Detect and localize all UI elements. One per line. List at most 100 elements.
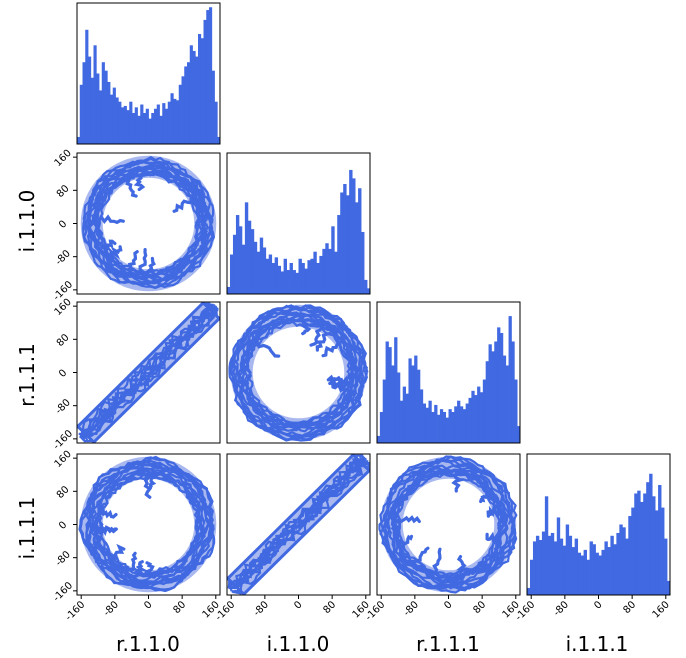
scatter-panel xyxy=(378,455,518,594)
histogram-bar xyxy=(634,493,638,595)
contour-line xyxy=(227,455,363,592)
histogram-bar xyxy=(402,386,406,443)
histogram-bar xyxy=(529,559,534,595)
histogram-bar xyxy=(457,400,461,443)
histogram-bar xyxy=(88,56,92,144)
histogram-bar xyxy=(209,7,213,145)
histogram-bar xyxy=(408,358,412,443)
histogram-bar xyxy=(79,84,83,144)
axes-frame xyxy=(226,152,371,295)
histogram-bar xyxy=(304,268,308,294)
histogram-bar xyxy=(649,473,653,595)
histogram-bar xyxy=(289,262,293,294)
histogram-bar xyxy=(637,490,641,595)
x-tick-label: -80 xyxy=(102,599,121,618)
histogram-bar xyxy=(187,62,191,144)
histogram-bar xyxy=(295,272,299,294)
histogram-bar xyxy=(511,341,515,443)
histogram-bar xyxy=(310,258,314,294)
histogram-bar xyxy=(616,532,620,595)
contour-line xyxy=(96,524,117,537)
x-axis-label: r.1.1.1 xyxy=(416,632,480,656)
y-tick-label: 80 xyxy=(55,183,72,200)
contour-line xyxy=(256,341,281,358)
contour-line xyxy=(232,461,369,594)
contour-line xyxy=(134,560,146,575)
histogram-bar xyxy=(358,188,362,294)
contour-line xyxy=(85,459,215,587)
histogram-bar xyxy=(595,552,599,595)
histogram-bar xyxy=(195,56,199,144)
histogram-bar xyxy=(474,395,478,443)
x-axis-label: i.1.1.0 xyxy=(267,632,330,656)
histogram-bar xyxy=(241,244,246,294)
contour-line xyxy=(108,245,123,260)
histogram-bar xyxy=(667,580,671,595)
histogram-bar xyxy=(250,229,255,294)
histogram-bar xyxy=(547,535,552,595)
contour-line xyxy=(455,555,468,573)
histogram-bar xyxy=(583,549,587,595)
histogram-bar xyxy=(112,87,116,144)
histogram-bar xyxy=(437,414,441,443)
histogram-bar xyxy=(227,286,231,294)
contour-line xyxy=(82,155,216,289)
histogram-bar xyxy=(607,547,611,595)
contour-line xyxy=(92,167,206,276)
contour-line xyxy=(332,377,350,387)
contour-line xyxy=(392,470,505,580)
histogram-bar xyxy=(115,97,119,144)
histogram-bar xyxy=(477,386,481,443)
histogram-bar xyxy=(364,279,368,294)
histogram-bar xyxy=(385,341,389,443)
y-tick-label: 80 xyxy=(55,484,72,501)
histogram-bar xyxy=(352,178,356,294)
y-axis-label: r.1.1.1 xyxy=(15,343,39,407)
contour-line xyxy=(486,503,500,518)
contour-line xyxy=(232,304,369,441)
y-axis-label: i.1.1.1 xyxy=(15,497,39,560)
contour-line xyxy=(132,174,146,191)
histogram-bar xyxy=(151,112,155,144)
histogram-bar xyxy=(417,369,421,443)
histogram-bar xyxy=(482,379,487,443)
contour-line xyxy=(96,214,125,225)
contour-line xyxy=(479,491,491,504)
histogram-bar xyxy=(298,258,302,294)
x-tick-label: -80 xyxy=(552,599,571,618)
histogram-bar xyxy=(565,524,570,595)
histogram-bar xyxy=(527,587,531,595)
axes-frame xyxy=(76,2,221,145)
histogram-bar xyxy=(340,192,344,294)
histogram-bar xyxy=(538,540,543,595)
histogram-bar xyxy=(399,400,404,443)
histogram-bar xyxy=(85,29,89,144)
histogram-bar xyxy=(640,501,644,595)
histogram-bar xyxy=(580,555,585,595)
histogram-bar xyxy=(235,215,240,294)
histogram-bar xyxy=(541,531,546,595)
contour-line xyxy=(143,473,154,499)
x-tick-label: 160 xyxy=(651,599,672,620)
histogram-bar xyxy=(388,347,392,443)
histogram-bar xyxy=(562,545,567,595)
contour-line xyxy=(148,473,160,490)
histogram-bar xyxy=(189,45,193,144)
histogram-bar xyxy=(465,403,469,443)
x-tick-label: -80 xyxy=(402,599,421,618)
contour-line xyxy=(413,546,430,564)
x-axis-label: i.1.1.1 xyxy=(566,632,629,656)
histogram-bar xyxy=(325,243,329,294)
x-tick-label: 80 xyxy=(471,599,488,616)
histogram-bar xyxy=(377,435,381,443)
x-axis-label: r.1.1.0 xyxy=(116,632,180,656)
histogram-bar xyxy=(167,101,171,144)
contour-line xyxy=(127,250,139,272)
histogram-bar xyxy=(361,231,365,294)
contour-line xyxy=(172,194,194,213)
histogram-bar xyxy=(99,90,103,144)
histogram-bar xyxy=(485,361,489,443)
histogram-bar xyxy=(181,76,185,144)
x-tick-label: 0 xyxy=(142,599,154,611)
histogram-bar xyxy=(192,50,196,144)
